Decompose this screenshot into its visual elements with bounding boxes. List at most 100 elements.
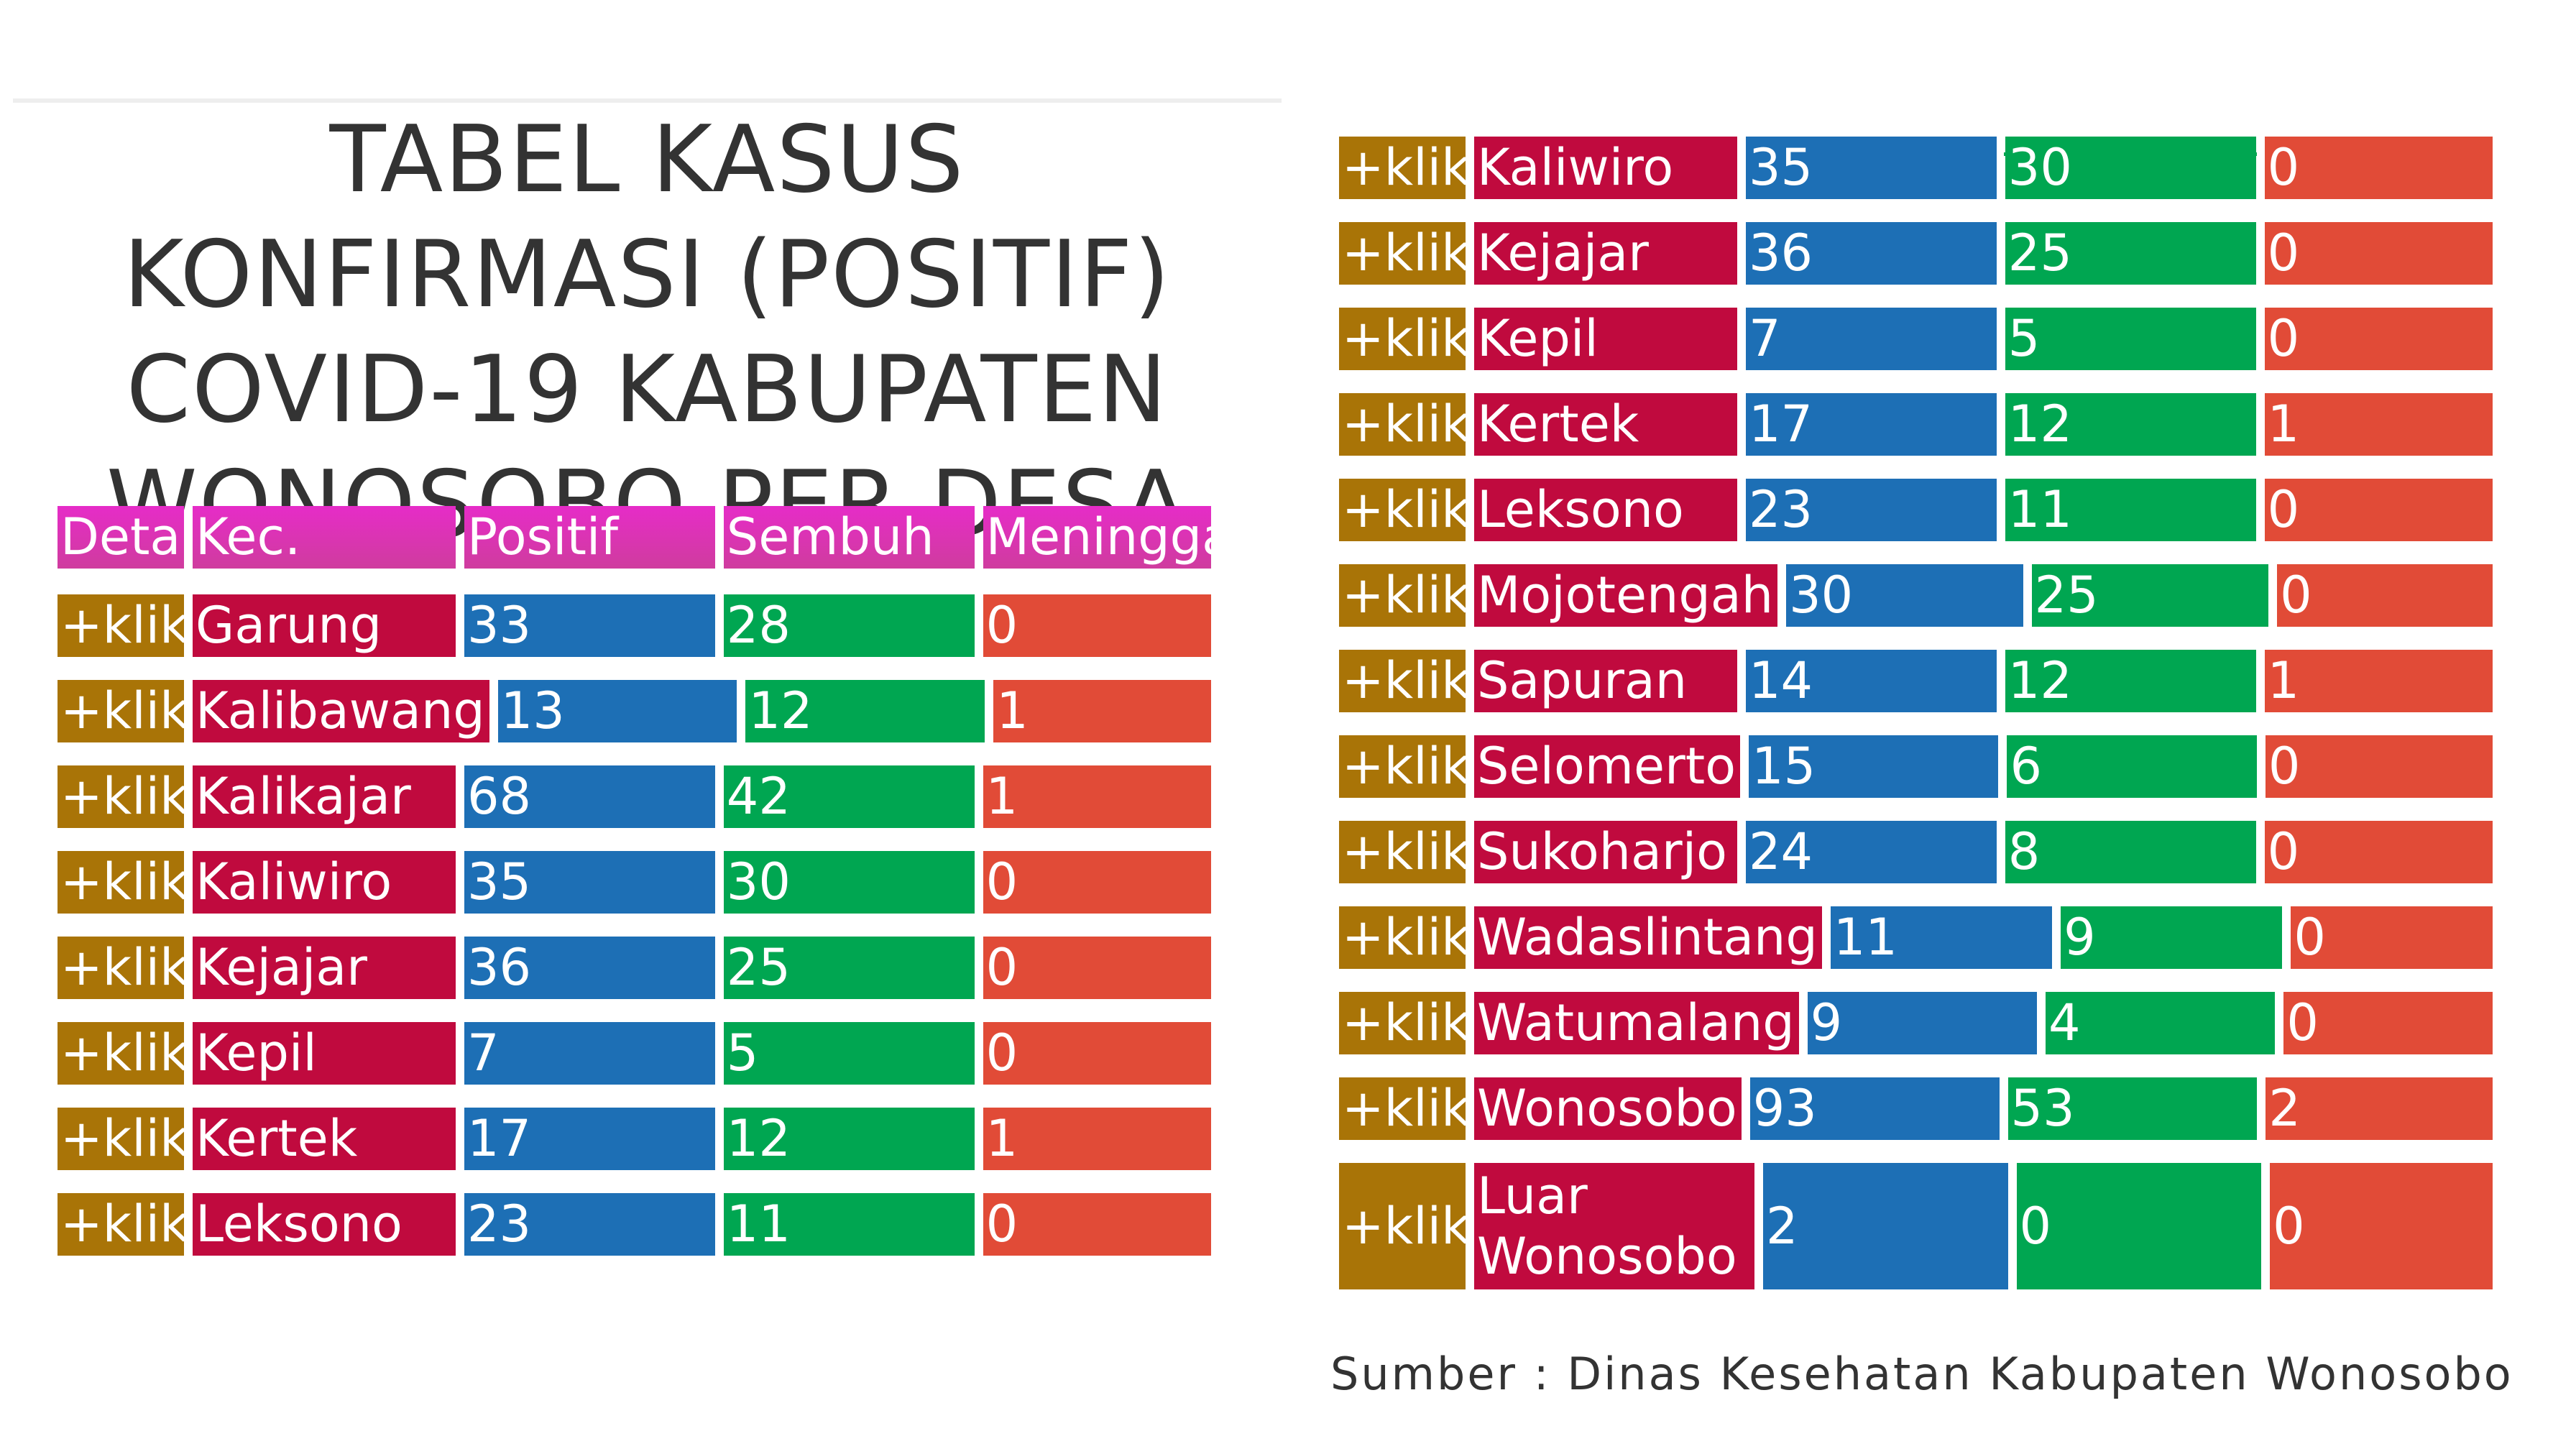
sembuh-cell: 9 xyxy=(2061,906,2283,969)
meninggal-cell: 0 xyxy=(2264,222,2493,285)
positif-cell: 14 xyxy=(1746,650,1997,712)
sembuh-cell: 25 xyxy=(2031,564,2269,627)
detail-cell[interactable]: +klik xyxy=(1339,906,1466,969)
meninggal-cell: 0 xyxy=(2265,735,2493,798)
meninggal-cell: 0 xyxy=(2283,992,2493,1054)
meninggal-cell: 0 xyxy=(2264,308,2493,370)
sembuh-cell: 30 xyxy=(723,851,975,914)
table-row: +klik Wonosobo 93 53 2 xyxy=(1339,1077,2493,1140)
table-row: +klik Kalikajar 68 42 1 xyxy=(58,765,1211,828)
kecamatan-cell: Leksono xyxy=(193,1193,456,1256)
table-row: +klik Mojotengah 30 25 0 xyxy=(1339,564,2493,627)
kecamatan-cell: Kertek xyxy=(1474,393,1737,456)
sembuh-cell: 5 xyxy=(723,1022,975,1085)
positif-cell: 33 xyxy=(464,594,715,657)
positif-cell: 7 xyxy=(464,1022,715,1085)
detail-cell[interactable]: +klik xyxy=(1339,1077,1466,1140)
meninggal-cell: 1 xyxy=(993,680,1212,742)
table-row: +klik Sukoharjo 24 8 0 xyxy=(1339,821,2493,883)
positif-cell: 35 xyxy=(1746,137,1997,199)
table-row: +klik Kepil 7 5 0 xyxy=(1339,308,2493,370)
detail-cell[interactable]: +klik xyxy=(58,680,184,742)
detail-cell[interactable]: +klik xyxy=(1339,821,1466,883)
positif-cell: 17 xyxy=(1746,393,1997,456)
kecamatan-cell: Luar Wonosobo xyxy=(1474,1163,1754,1289)
meninggal-cell: 0 xyxy=(983,937,1211,999)
sembuh-cell: 5 xyxy=(2005,308,2256,370)
sembuh-cell: 53 xyxy=(2007,1077,2258,1140)
positif-cell: 9 xyxy=(1807,992,2037,1054)
meninggal-cell: 0 xyxy=(2291,906,2493,969)
detail-cell[interactable]: +klik xyxy=(1339,650,1466,712)
detail-cell[interactable]: +klik xyxy=(58,1108,184,1170)
detail-cell[interactable]: +klik xyxy=(1339,1163,1466,1289)
kecamatan-cell: Wonosobo xyxy=(1474,1077,1742,1140)
kecamatan-cell: Kejajar xyxy=(193,937,456,999)
kecamatan-cell: Watumalang xyxy=(1474,992,1799,1054)
meninggal-cell: 0 xyxy=(983,851,1211,914)
detail-cell[interactable]: +klik xyxy=(58,1022,184,1085)
table-row: +klik Kalibawang 13 12 1 xyxy=(58,680,1212,742)
meninggal-cell: 1 xyxy=(2264,650,2493,712)
detail-cell[interactable]: +klik xyxy=(1339,393,1466,456)
detail-cell[interactable]: +klik xyxy=(1339,735,1466,798)
detail-cell[interactable]: +klik xyxy=(58,1193,184,1256)
detail-cell[interactable]: +klik xyxy=(1339,992,1466,1054)
sembuh-cell: 12 xyxy=(745,680,985,742)
sembuh-cell: 12 xyxy=(2005,393,2256,456)
meninggal-cell: 0 xyxy=(2277,564,2493,627)
detail-cell[interactable]: +klik xyxy=(58,937,184,999)
kecamatan-cell: Sukoharjo xyxy=(1474,821,1737,883)
kecamatan-cell: Kertek xyxy=(193,1108,456,1170)
kecamatan-cell: Kejajar xyxy=(1474,222,1737,285)
sembuh-cell: 0 xyxy=(2016,1163,2262,1289)
detail-cell[interactable]: +klik xyxy=(58,594,184,657)
positif-cell: 23 xyxy=(464,1193,715,1256)
meninggal-cell: 0 xyxy=(2264,137,2493,199)
meninggal-cell: 1 xyxy=(983,765,1211,828)
positif-cell: 35 xyxy=(464,851,715,914)
kecamatan-cell: Mojotengah xyxy=(1474,564,1778,627)
table-row: +klik Kaliwiro 35 30 0 xyxy=(1339,137,2493,199)
detail-cell[interactable]: +klik xyxy=(1339,222,1466,285)
table-row: +klik Kejajar 36 25 0 xyxy=(1339,222,2493,285)
positif-cell: 13 xyxy=(497,680,737,742)
meninggal-cell: 1 xyxy=(983,1108,1211,1170)
header-cell: Detail xyxy=(58,506,184,569)
sembuh-cell: 4 xyxy=(2046,992,2276,1054)
table-row: +klik Selomerto 15 6 0 xyxy=(1339,735,2493,798)
kecamatan-cell: Kepil xyxy=(193,1022,456,1085)
positif-cell: 23 xyxy=(1746,479,1997,541)
header-cell: Positif xyxy=(464,506,715,569)
meninggal-cell: 0 xyxy=(2264,821,2493,883)
detail-cell[interactable]: +klik xyxy=(58,765,184,828)
kecamatan-cell: Kalibawang xyxy=(193,680,489,742)
positif-cell: 24 xyxy=(1746,821,1997,883)
kecamatan-cell: Kepil xyxy=(1474,308,1737,370)
detail-cell[interactable]: +klik xyxy=(1339,564,1466,627)
title-line: TABEL KASUS xyxy=(329,106,965,213)
meninggal-cell: 0 xyxy=(983,1193,1211,1256)
kecamatan-cell: Garung xyxy=(193,594,456,657)
kecamatan-cell: Leksono xyxy=(1474,479,1737,541)
kecamatan-cell: Kaliwiro xyxy=(1474,137,1737,199)
table-row: +klik Watumalang 9 4 0 xyxy=(1339,992,2493,1054)
kecamatan-cell: Sapuran xyxy=(1474,650,1737,712)
meninggal-cell: 0 xyxy=(983,1022,1211,1085)
positif-cell: 93 xyxy=(1749,1077,2000,1140)
table-row: +klik Kepil 7 5 0 xyxy=(58,1022,1211,1085)
header-cell: Sembuh xyxy=(723,506,975,569)
detail-cell[interactable]: +klik xyxy=(58,851,184,914)
positif-cell: 36 xyxy=(464,937,715,999)
detail-cell[interactable]: +klik xyxy=(1339,137,1466,199)
table-row: +klik Kaliwiro 35 30 0 xyxy=(58,851,1211,914)
kecamatan-cell: Kaliwiro xyxy=(193,851,456,914)
detail-cell[interactable]: +klik xyxy=(1339,479,1466,541)
detail-cell[interactable]: +klik xyxy=(1339,308,1466,370)
meninggal-cell: 1 xyxy=(2264,393,2493,456)
sembuh-cell: 6 xyxy=(2007,735,2257,798)
table-row: +klik Kertek 17 12 1 xyxy=(1339,393,2493,456)
table-row: +klik Wadaslintang 11 9 0 xyxy=(1339,906,2493,969)
sembuh-cell: 11 xyxy=(2005,479,2256,541)
sembuh-cell: 12 xyxy=(723,1108,975,1170)
